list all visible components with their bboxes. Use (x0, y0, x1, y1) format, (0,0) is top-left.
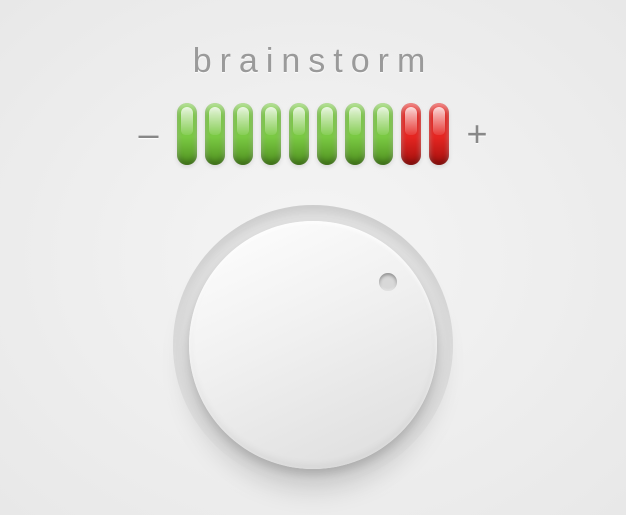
level-bar (317, 103, 337, 165)
knob-container (173, 205, 453, 485)
minus-icon: – (138, 116, 158, 152)
level-bar (373, 103, 393, 165)
level-bar (205, 103, 225, 165)
control-panel: brainstorm – + (0, 0, 626, 515)
level-bar (289, 103, 309, 165)
volume-knob[interactable] (189, 221, 437, 469)
level-bar (177, 103, 197, 165)
level-bar (429, 103, 449, 165)
level-meter (177, 103, 449, 165)
level-bar (401, 103, 421, 165)
level-meter-row: – + (138, 103, 487, 165)
plus-icon: + (467, 116, 488, 152)
level-bar (233, 103, 253, 165)
level-bar (345, 103, 365, 165)
knob-indicator-dot (379, 273, 397, 291)
level-bar (261, 103, 281, 165)
panel-title: brainstorm (193, 42, 434, 81)
